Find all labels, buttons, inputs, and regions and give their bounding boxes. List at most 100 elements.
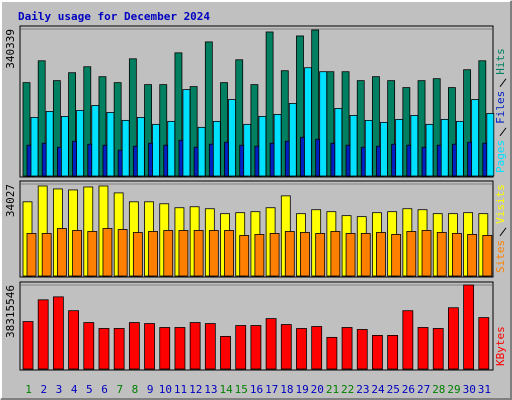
bar: [452, 233, 462, 277]
bar: [304, 67, 312, 177]
x-tick-label: 3: [56, 383, 63, 396]
x-tick-label: 24: [371, 383, 385, 396]
bar: [72, 230, 82, 277]
x-tick-label: 12: [189, 383, 202, 396]
bar: [387, 335, 399, 370]
bar: [254, 234, 265, 277]
legend: KBytes: [494, 326, 507, 366]
bar: [319, 71, 328, 177]
bar: [436, 232, 447, 277]
bar: [273, 114, 282, 177]
x-tick-label: 2: [40, 383, 47, 396]
bar: [421, 230, 432, 277]
bar: [239, 235, 250, 277]
bar: [37, 299, 49, 370]
x-tick-label: 30: [463, 383, 476, 396]
bar: [76, 110, 84, 177]
x-tick-label: 5: [86, 383, 93, 396]
bar: [269, 233, 280, 277]
bar: [189, 322, 201, 370]
bar: [174, 327, 186, 370]
bar: [148, 231, 158, 277]
bar: [52, 296, 64, 370]
bar: [402, 310, 414, 370]
bar: [391, 234, 402, 277]
bar: [345, 233, 356, 277]
bar: [204, 323, 216, 370]
bar: [22, 82, 31, 177]
bar: [456, 120, 464, 177]
legend-entry: Visits: [494, 184, 507, 224]
legend-entry: KBytes: [494, 326, 507, 366]
x-tick-label: 16: [250, 383, 263, 396]
bar: [117, 229, 128, 277]
legend-separator: [499, 227, 507, 237]
bar: [463, 284, 475, 370]
bar: [265, 318, 277, 370]
bar: [182, 89, 191, 177]
bar: [300, 232, 310, 277]
bar: [60, 116, 69, 177]
bar: [224, 230, 234, 277]
bar: [356, 329, 368, 370]
x-tick-label: 4: [71, 383, 78, 396]
bar: [128, 58, 137, 177]
bar: [220, 335, 231, 370]
bar: [212, 120, 221, 177]
bar: [91, 105, 100, 177]
bar: [113, 328, 125, 370]
bar: [106, 112, 115, 177]
bar: [128, 322, 140, 370]
bar: [296, 328, 307, 370]
x-tick-label: 20: [311, 383, 324, 396]
x-tick-label: 29: [447, 383, 460, 396]
x-tick-label: 19: [295, 383, 308, 396]
bar: [311, 326, 323, 370]
y-tick-label: 38315546: [4, 285, 17, 338]
x-tick-label: 22: [341, 383, 354, 396]
bar: [482, 235, 493, 277]
x-tick-label: 21: [326, 383, 339, 396]
bar: [360, 233, 371, 277]
legend-entry: Pages: [494, 140, 507, 173]
x-tick-label: 8: [132, 383, 139, 396]
bar: [30, 116, 39, 177]
legend: Sites Visits: [494, 184, 507, 273]
bar: [159, 327, 171, 370]
bar: [280, 324, 292, 370]
bar: [410, 115, 419, 177]
x-tick-label: 10: [159, 383, 172, 396]
bar: [380, 121, 388, 177]
chart-title: Daily usage for December 2024: [18, 10, 210, 23]
bar: [235, 325, 247, 370]
bar: [228, 99, 236, 177]
bar: [132, 232, 143, 277]
x-tick-label: 17: [265, 383, 278, 396]
bar: [136, 116, 145, 177]
bar: [406, 231, 417, 277]
x-tick-label: 13: [204, 383, 217, 396]
bar: [121, 119, 130, 177]
bar: [258, 116, 267, 177]
bar: [193, 230, 204, 277]
bar: [83, 322, 95, 370]
bar: [41, 233, 52, 277]
bar: [163, 230, 174, 277]
bar: [467, 234, 478, 277]
x-tick-label: 26: [402, 383, 415, 396]
bar: [167, 120, 176, 177]
bar: [486, 113, 495, 177]
bar: [349, 115, 358, 177]
bar: [265, 31, 274, 177]
bar: [102, 228, 113, 277]
bar: [334, 108, 343, 177]
bar: [364, 119, 373, 177]
x-tick-label: 11: [174, 383, 187, 396]
bar: [204, 41, 213, 177]
legend: Pages Files Hits: [494, 48, 507, 173]
bar: [22, 321, 34, 370]
bar: [326, 336, 338, 370]
